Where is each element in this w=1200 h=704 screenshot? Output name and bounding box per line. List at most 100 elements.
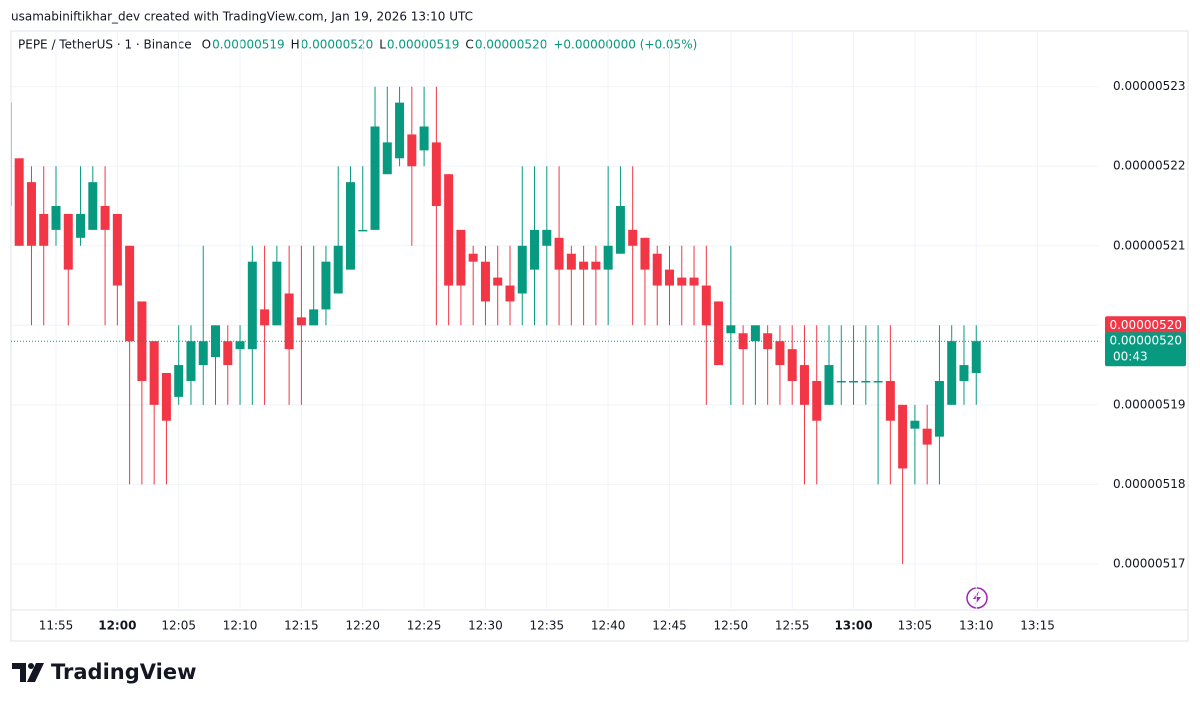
- candle-body: [689, 277, 699, 286]
- y-tick-label: 0.00000521: [1113, 238, 1186, 252]
- candle-body: [554, 237, 564, 270]
- candle-body: [26, 182, 36, 246]
- candle-body: [971, 341, 981, 374]
- y-tick-label: 0.00000523: [1113, 79, 1186, 93]
- candle-body: [922, 428, 932, 445]
- x-tick-label: 12:10: [223, 619, 258, 633]
- candle-body: [223, 341, 233, 366]
- candle-body: [873, 380, 883, 383]
- candle-body: [284, 293, 294, 350]
- candle-body: [161, 373, 171, 421]
- legend-key: C: [465, 38, 473, 52]
- candle-body: [309, 309, 319, 326]
- plot-area: [11, 31, 1098, 610]
- lightning-glyph: [973, 591, 981, 605]
- x-tick-label: 12:30: [468, 619, 503, 633]
- price-marker-label: 0.00000520: [1109, 318, 1182, 332]
- candle-body: [628, 229, 638, 246]
- candle-body: [861, 380, 871, 383]
- logo-slash: [27, 663, 44, 682]
- y-tick-label: 0.00000519: [1113, 397, 1186, 411]
- candle-body: [701, 285, 711, 326]
- candle-body: [959, 365, 969, 381]
- candle-body: [296, 317, 306, 326]
- candle-body: [395, 102, 405, 159]
- candle-body: [358, 229, 368, 232]
- candle-body: [63, 213, 73, 270]
- candle-body: [542, 229, 552, 246]
- credit: usamabiniftikhar_dev created with Tradin…: [11, 10, 473, 24]
- countdown: 00:43: [1113, 350, 1148, 364]
- legend-change: +0.00000000 (+0.05%): [553, 38, 697, 52]
- candle-body: [579, 261, 589, 270]
- candle-body: [333, 245, 343, 294]
- candle-body: [444, 174, 454, 286]
- y-tick-label: 0.00000518: [1113, 477, 1186, 491]
- candle-body: [714, 301, 724, 366]
- candle-body: [934, 380, 944, 437]
- x-tick-label: 12:40: [591, 619, 626, 633]
- candle-body: [382, 142, 392, 175]
- x-tick-label: 12:15: [284, 619, 319, 633]
- candle-body: [407, 134, 417, 167]
- x-tick-label: 13:15: [1020, 619, 1055, 633]
- candle-body: [898, 404, 908, 469]
- x-tick-label: 13:10: [959, 619, 994, 633]
- lightning-icon[interactable]: [966, 587, 988, 609]
- legend: PEPE / TetherUS · 1 · Binance O 0.00000519…: [18, 38, 697, 52]
- candle-body: [370, 126, 380, 230]
- candle-body: [419, 126, 429, 151]
- candle-body: [11, 102, 12, 207]
- x-tick-label: 12:00: [98, 619, 136, 633]
- symbol: PEPE / TetherUS · 1 · Binance: [18, 38, 192, 52]
- last-price-label: 0.00000520: [1109, 334, 1182, 348]
- candle-body: [885, 380, 895, 421]
- legend-value: 0.00000520: [301, 38, 374, 52]
- candle-body: [260, 309, 270, 326]
- candle-body: [591, 261, 601, 270]
- x-tick-label: 12:20: [345, 619, 380, 633]
- candle-body: [468, 253, 478, 262]
- legend-key: L: [379, 38, 386, 52]
- candle-body: [235, 341, 245, 350]
- candle-body: [76, 213, 86, 238]
- candle-body: [321, 261, 331, 310]
- candle-body: [100, 206, 110, 230]
- candle-body: [640, 237, 650, 270]
- candle-body: [615, 206, 625, 254]
- price-marker-box: [1105, 316, 1186, 335]
- candle-body: [51, 206, 61, 230]
- x-tick-label: 13:05: [898, 619, 933, 633]
- legend-value: 0.00000520: [475, 38, 548, 52]
- candle-body: [505, 285, 515, 302]
- brand-name: TradingView: [51, 660, 196, 684]
- candle-body: [652, 253, 662, 286]
- x-tick-label: 12:25: [407, 619, 442, 633]
- candle-body: [603, 245, 613, 270]
- candle-body: [910, 420, 920, 429]
- candle-body: [174, 365, 184, 397]
- candle-body: [125, 245, 135, 342]
- candle-body: [787, 349, 797, 381]
- brand-logo: TradingView: [12, 660, 196, 684]
- candle-body: [665, 269, 674, 286]
- candle-body: [530, 229, 540, 270]
- x-tick-label: 12:55: [775, 619, 810, 633]
- logo-mark: [12, 663, 26, 682]
- candle-body: [812, 380, 822, 421]
- legend-value: 0.00000519: [387, 38, 460, 52]
- x-tick-label: 12:05: [161, 619, 196, 633]
- candle-body: [849, 380, 859, 383]
- x-tick-label: 13:00: [834, 619, 872, 633]
- candle-body: [566, 253, 576, 270]
- candle-body: [186, 341, 196, 381]
- logo-dot: [28, 663, 34, 669]
- candle-body: [480, 261, 490, 302]
- y-tick-label: 0.00000522: [1113, 159, 1186, 173]
- legend-value: 0.00000519: [212, 38, 285, 52]
- candle-body: [88, 182, 98, 230]
- candle-body: [493, 277, 503, 286]
- last-price-box: [1105, 332, 1186, 367]
